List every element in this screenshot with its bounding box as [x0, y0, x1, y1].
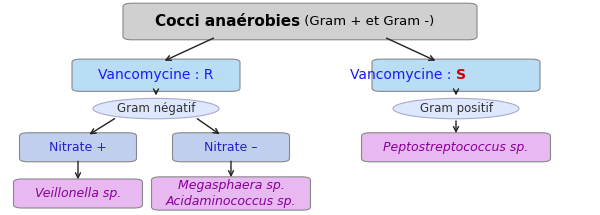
FancyBboxPatch shape	[19, 133, 137, 162]
FancyBboxPatch shape	[151, 177, 311, 210]
Text: (Gram + et Gram -): (Gram + et Gram -)	[300, 15, 434, 28]
Text: Vancomycine :: Vancomycine :	[350, 68, 456, 82]
FancyBboxPatch shape	[14, 179, 143, 208]
Text: Peptostreptococcus sp.: Peptostreptococcus sp.	[383, 141, 529, 154]
Text: S: S	[456, 68, 466, 82]
Text: Gram positif: Gram positif	[419, 102, 493, 115]
Ellipse shape	[393, 98, 519, 119]
Ellipse shape	[93, 98, 219, 119]
FancyBboxPatch shape	[173, 133, 290, 162]
FancyBboxPatch shape	[72, 59, 240, 91]
Text: Cocci anaérobies: Cocci anaérobies	[155, 14, 300, 29]
Text: Gram négatif: Gram négatif	[117, 102, 195, 115]
FancyBboxPatch shape	[372, 59, 540, 91]
FancyBboxPatch shape	[123, 3, 477, 40]
Text: Megasphaera sp.
Acidaminococcus sp.: Megasphaera sp. Acidaminococcus sp.	[166, 180, 296, 207]
Text: Nitrate +: Nitrate +	[49, 141, 107, 154]
Text: Nitrate –: Nitrate –	[204, 141, 258, 154]
Text: Vancomycine : R: Vancomycine : R	[98, 68, 214, 82]
Text: Veillonella sp.: Veillonella sp.	[35, 187, 121, 200]
FancyBboxPatch shape	[361, 133, 551, 162]
